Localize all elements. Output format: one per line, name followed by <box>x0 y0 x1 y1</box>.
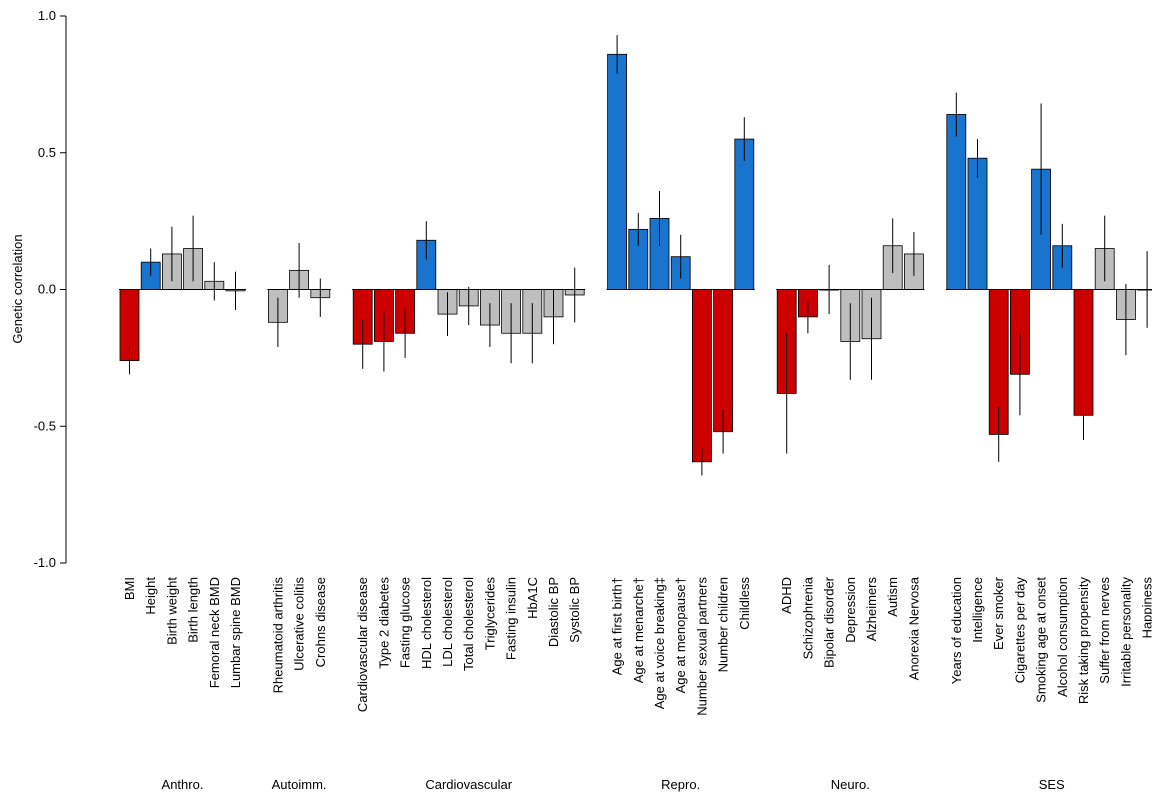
group-label: Repro. <box>661 777 700 792</box>
x-tick-label: Autism <box>885 577 900 617</box>
x-tick-label: Total cholesterol <box>461 577 476 671</box>
y-tick-label: 0.0 <box>38 282 56 297</box>
x-tick-label: Type 2 diabetes <box>376 577 391 669</box>
x-tick-label: LDL cholesterol <box>440 577 455 667</box>
x-tick-label: BMI <box>122 577 137 600</box>
x-tick-label: Ever smoker <box>991 576 1006 650</box>
x-tick-label: Age at first birth† <box>610 577 625 675</box>
x-tick-label: Birth weight <box>164 577 179 645</box>
bar <box>734 138 755 290</box>
x-tick-label: Age at menopause† <box>673 577 688 693</box>
x-tick-label: Childless <box>737 577 752 630</box>
group-label: Anthro. <box>162 777 204 792</box>
group-labels: Anthro. Autoimm. Cardiovascular Repro. Neuro… <box>162 777 1065 792</box>
x-tick-label: Irritable personality <box>1118 577 1133 687</box>
x-tick-label: Fasting insulin <box>504 577 519 660</box>
x-tick-label: Systolic BP <box>567 577 582 643</box>
x-tick-label: Diastolic BP <box>546 577 561 647</box>
x-tick-label: Happiness <box>1140 577 1152 639</box>
x-tick-label: Cigarettes per day <box>1012 577 1027 684</box>
x-tick-label: Intelligence <box>970 577 985 643</box>
x-tick-label: Suffer from nerves <box>1097 577 1112 684</box>
x-tick-label: Ulcerative colitis <box>292 577 307 671</box>
x-tick-label: Fasting glucose <box>398 577 413 668</box>
x-tick-label: Number sexual partners <box>694 577 709 716</box>
y-tick-label: 1.0 <box>38 8 56 23</box>
x-tick-label: ADHD <box>779 577 794 614</box>
x-tick-label: Birth length <box>186 577 201 643</box>
x-tick-label: Alzheimers <box>864 577 879 642</box>
y-tick-label: 0.5 <box>38 145 56 160</box>
y-axis-label: Genetic correlation <box>10 234 25 343</box>
x-tick-label: Anorexia Nervosa <box>906 576 921 680</box>
x-tick-label: Risk taking propensity <box>1076 577 1091 705</box>
x-tick-label: Years of education <box>949 577 964 684</box>
x-tick-label: Lumbar spine BMD <box>228 577 243 688</box>
x-tick-label: Depression <box>843 577 858 643</box>
x-tick-label: HbA1C <box>525 577 540 619</box>
y-tick-label: -0.5 <box>34 418 56 433</box>
x-tick-label: Smoking age at onset <box>1034 577 1049 703</box>
bars <box>119 53 1152 463</box>
x-tick-label: HDL cholesterol <box>419 577 434 669</box>
x-tick-label: Triglycerides <box>482 577 497 651</box>
x-tick-label: Height <box>143 577 158 615</box>
x-tick-label: Alcohol consumption <box>1055 577 1070 697</box>
group-label: Neuro. <box>831 777 870 792</box>
x-tick-label: Age at menarche† <box>631 577 646 683</box>
y-axis: 1.0 0.5 0.0 -0.5 -1.0 <box>34 8 67 570</box>
bar <box>967 157 988 290</box>
x-tick-label: Age at voice breaking‡ <box>652 577 667 709</box>
x-tick-label: Bipolar disorder <box>822 576 837 668</box>
bar <box>946 114 967 290</box>
group-label: Autoimm. <box>272 777 327 792</box>
bar <box>692 289 712 463</box>
group-label: SES <box>1039 777 1065 792</box>
x-tick-label: Rheumatoid arthritis <box>270 577 285 694</box>
x-tick-label: Schizophrenia <box>800 576 815 659</box>
x-tick-labels: BMI Height Birth weight Birth length Femoral… <box>122 576 1152 716</box>
x-tick-label: Crohns disease <box>313 577 328 667</box>
x-tick-label: Number children <box>716 577 731 672</box>
group-label: Cardiovascular <box>425 777 512 792</box>
x-tick-label: Cardiovascular disease <box>355 577 370 712</box>
bar <box>607 53 627 290</box>
error-bars <box>129 35 1148 476</box>
y-tick-label: -1.0 <box>34 555 56 570</box>
x-tick-label: Femoral neck BMD <box>207 577 222 688</box>
